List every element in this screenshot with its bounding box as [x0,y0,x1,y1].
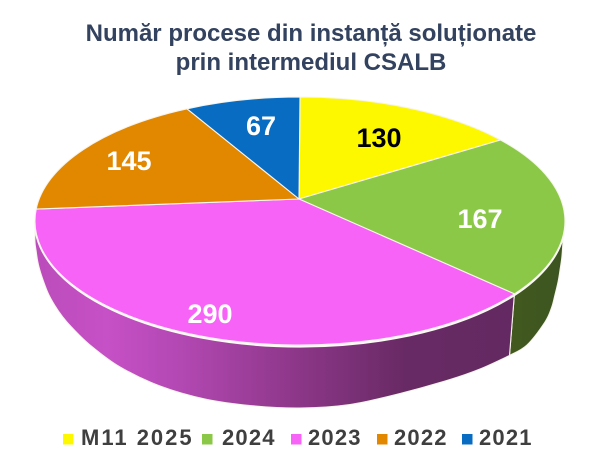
svg-text:130: 130 [356,123,401,153]
svg-text:167: 167 [457,204,502,234]
svg-text:prin intermediul CSALB: prin intermediul CSALB [176,49,447,76]
svg-text:2024: 2024 [222,425,276,450]
svg-text:2021: 2021 [479,425,533,450]
svg-text:Număr procese din instanță sol: Număr procese din instanță soluționate [86,20,537,47]
svg-text:290: 290 [187,299,232,329]
svg-text:67: 67 [246,111,276,141]
svg-text:M11 2025: M11 2025 [81,425,194,450]
svg-text:2022: 2022 [394,425,448,450]
svg-text:145: 145 [106,146,151,176]
svg-text:2023: 2023 [308,425,362,450]
